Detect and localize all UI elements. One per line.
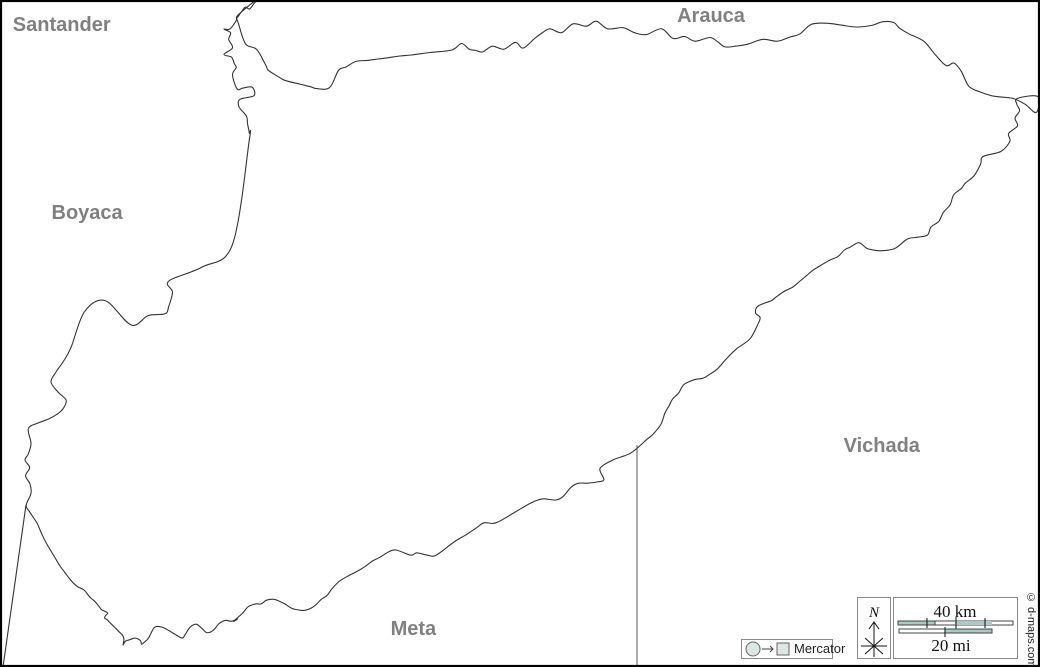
svg-text:Mercator: Mercator	[794, 641, 846, 656]
svg-text:N: N	[868, 605, 880, 621]
svg-text:40 km: 40 km	[934, 602, 977, 621]
svg-text:20 mi: 20 mi	[931, 636, 970, 655]
